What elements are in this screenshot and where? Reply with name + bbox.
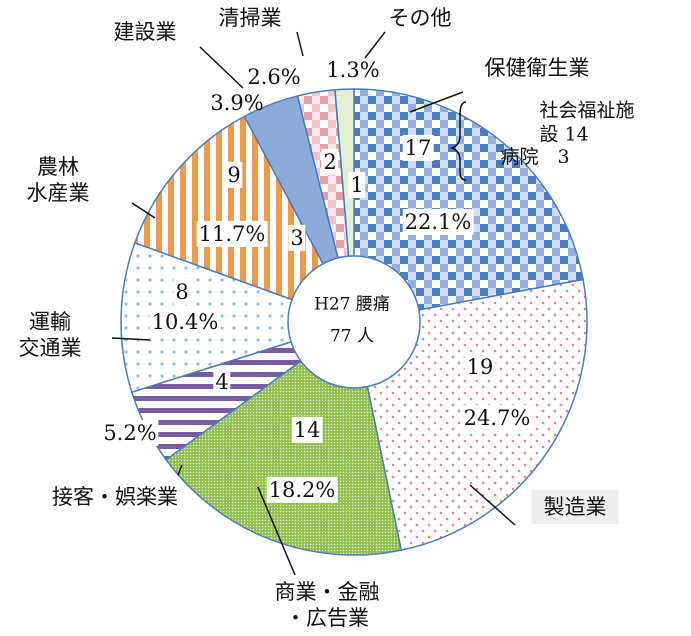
center-label: H27 腰痛 [314, 294, 390, 315]
percent-label: 22.1% [402, 208, 474, 236]
category-label: 清掃業 [218, 5, 282, 30]
leader [111, 337, 151, 341]
count-label: 4 [213, 368, 231, 396]
leader [296, 31, 304, 57]
category-label: 接客・娯楽業 [52, 484, 178, 509]
leader [257, 486, 296, 576]
count-label: 14 [291, 416, 323, 444]
category-label: 建設業 [113, 19, 177, 44]
category-label: 製造業 [531, 489, 619, 525]
leader [409, 91, 464, 113]
category-label: 商業・金融 ・広告業 [274, 579, 380, 630]
percent-label: 5.2% [101, 419, 159, 447]
center-hole [287, 255, 421, 389]
count-label: 8 [173, 278, 191, 306]
annotation: 社会福祉施設 14 [539, 99, 635, 145]
leader [131, 202, 156, 219]
percent-label: 24.7% [461, 404, 533, 432]
category-label: 運輸 交通業 [18, 309, 82, 360]
leader [469, 484, 516, 526]
percent-label: 3.9% [210, 90, 264, 115]
bracket [449, 101, 467, 181]
leader [199, 46, 244, 89]
percent-label: 18.2% [266, 476, 338, 504]
count-label: 3 [288, 224, 306, 252]
count-label: 9 [225, 161, 243, 189]
count-label: 19 [464, 353, 496, 381]
leader [364, 31, 386, 59]
annotation: 病院 3 [500, 146, 570, 169]
count-label: 17 [402, 134, 434, 162]
percent-label: 1.3% [326, 57, 380, 82]
leader-lines [111, 31, 516, 576]
count-label: 1 [348, 171, 366, 199]
leader [177, 464, 183, 476]
category-label: 保健衛生業 [484, 55, 590, 80]
category-label: その他 [388, 5, 452, 30]
percent-label: 2.6% [247, 64, 301, 89]
percent-label: 10.4% [149, 308, 221, 336]
slice [133, 115, 356, 324]
center-label: 77 人 [329, 326, 375, 347]
category-label: 農林 水産業 [26, 154, 90, 205]
percent-label: 11.7% [196, 220, 268, 248]
count-label: 2 [321, 148, 339, 176]
